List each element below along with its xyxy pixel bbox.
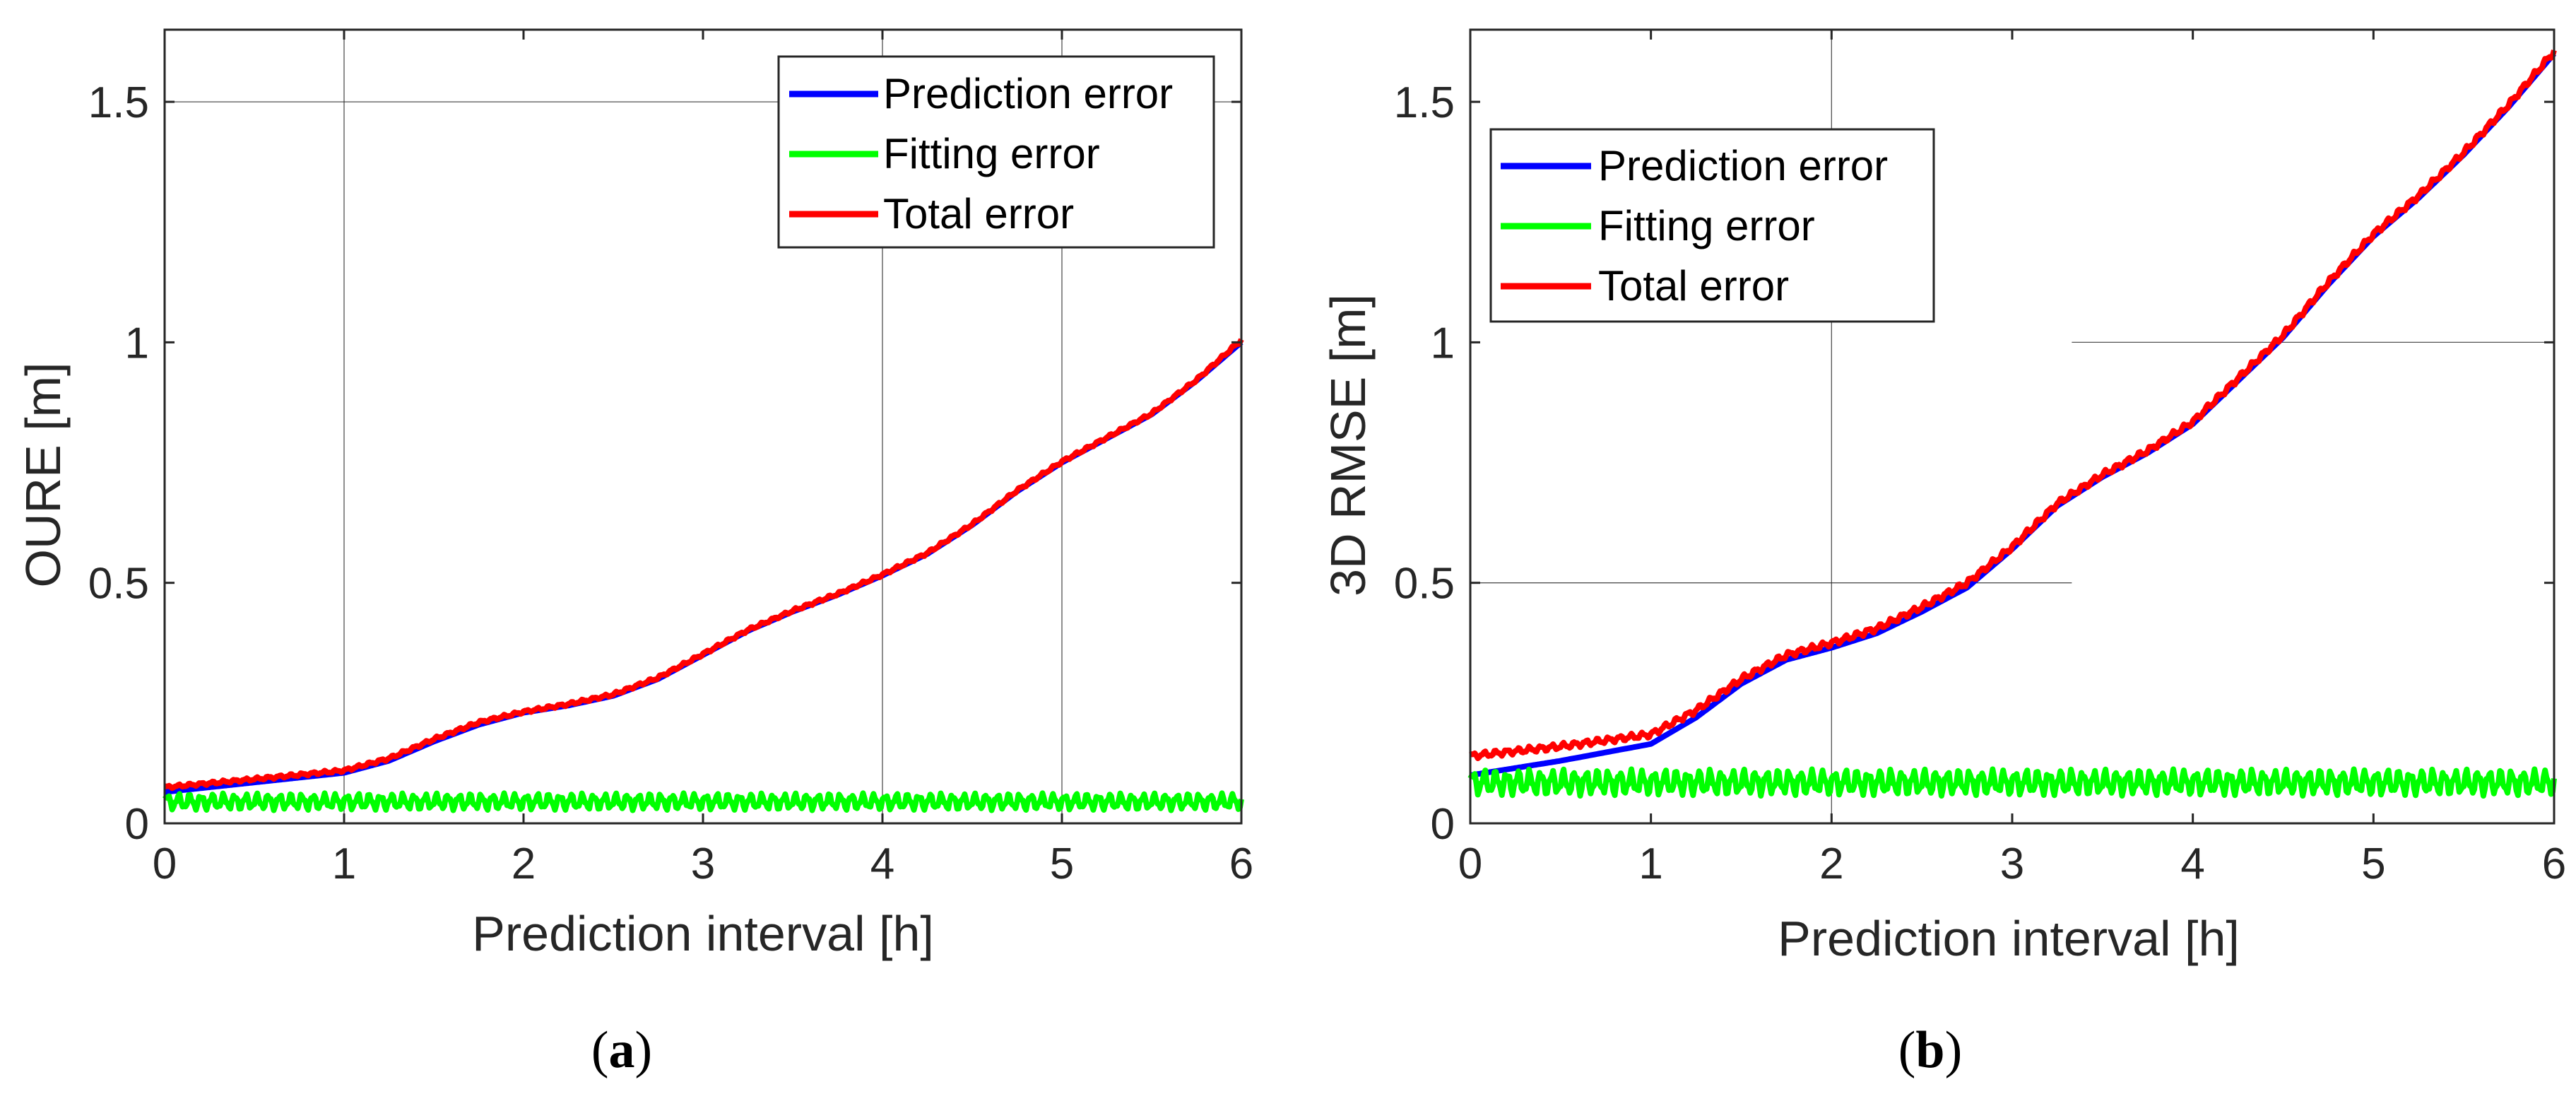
x-tick-label: 1 (1638, 840, 1662, 888)
legend-label-total: Total error (1598, 262, 1789, 310)
legend: Prediction error Fitting error Total err… (777, 55, 1215, 249)
y-tick-label: 1 (1431, 319, 1455, 367)
total-error-line (163, 338, 1244, 792)
tick-marks (163, 30, 1243, 825)
y-tick-label: 1.5 (88, 78, 149, 127)
panel-label-close: ) (635, 1021, 653, 1079)
panel-label-a: (a) (591, 1021, 652, 1079)
x-tick-labels: 0 1 2 3 4 5 6 (1458, 840, 2566, 888)
x-tick-label: 4 (2180, 840, 2204, 888)
x-tick-label: 4 (870, 840, 894, 888)
x-tick-label: 3 (691, 840, 715, 888)
panel-label-close: ) (1945, 1021, 1963, 1079)
panel-label-open: ( (591, 1021, 609, 1079)
legend-label-prediction: Prediction error (1598, 142, 1888, 189)
x-tick-label: 6 (1229, 840, 1253, 888)
x-tick-label: 3 (2000, 840, 2024, 888)
legend-label-fitting: Fitting error (883, 130, 1100, 177)
legend-label-fitting: Fitting error (1598, 202, 1815, 249)
prediction-error-line (163, 340, 1243, 795)
x-tick-label: 2 (1819, 840, 1843, 888)
legend-label-total: Total error (883, 190, 1074, 237)
panel-a: 0 1 2 3 4 5 6 0 0.5 1 1.5 Prediction interval [h]… (16, 28, 1253, 1079)
x-axis-label: Prediction interval [h] (1778, 911, 2240, 966)
panel-label-letter: a (609, 1021, 635, 1079)
x-tick-label: 0 (153, 840, 177, 888)
fitting-error-line (1467, 766, 2557, 799)
x-axis-label: Prediction interval [h] (472, 906, 934, 961)
x-tick-labels: 0 1 2 3 4 5 6 (153, 840, 1253, 888)
y-tick-label: 0 (125, 800, 149, 849)
x-tick-label: 5 (1050, 840, 1074, 888)
series-lines (162, 338, 1244, 813)
x-tick-label: 0 (1458, 840, 1482, 888)
legend-label-prediction: Prediction error (883, 70, 1173, 117)
panel-label-letter: b (1915, 1021, 1944, 1079)
series-lines (1467, 49, 2557, 799)
y-tick-label: 1 (125, 319, 149, 367)
tick-marks (1469, 30, 2556, 825)
panel-label-b: (b) (1898, 1021, 1962, 1079)
x-tick-label: 2 (512, 840, 536, 888)
panel-label-open: ( (1898, 1021, 1916, 1079)
y-tick-label: 1.5 (1394, 78, 1455, 127)
x-tick-label: 5 (2361, 840, 2385, 888)
y-tick-label: 0.5 (1394, 560, 1455, 608)
y-tick-labels: 0 0.5 1 1.5 (88, 78, 149, 849)
y-axis-label: 3D RMSE [m] (1321, 294, 1376, 596)
panel-b: 0 1 2 3 4 5 6 0 0.5 1 1.5 Prediction interval [h]… (1321, 28, 2566, 1079)
y-axis-label: OURE [m] (16, 363, 71, 588)
x-tick-label: 6 (2542, 840, 2566, 888)
x-tick-label: 1 (332, 840, 356, 888)
fitting-error-line (162, 790, 1244, 813)
y-tick-label: 0.5 (88, 560, 149, 608)
total-error-line (1469, 49, 2557, 761)
legend: Prediction error Fitting error Total err… (1489, 128, 1935, 323)
y-tick-label: 0 (1431, 800, 1455, 849)
y-tick-labels: 0 0.5 1 1.5 (1394, 78, 1455, 849)
